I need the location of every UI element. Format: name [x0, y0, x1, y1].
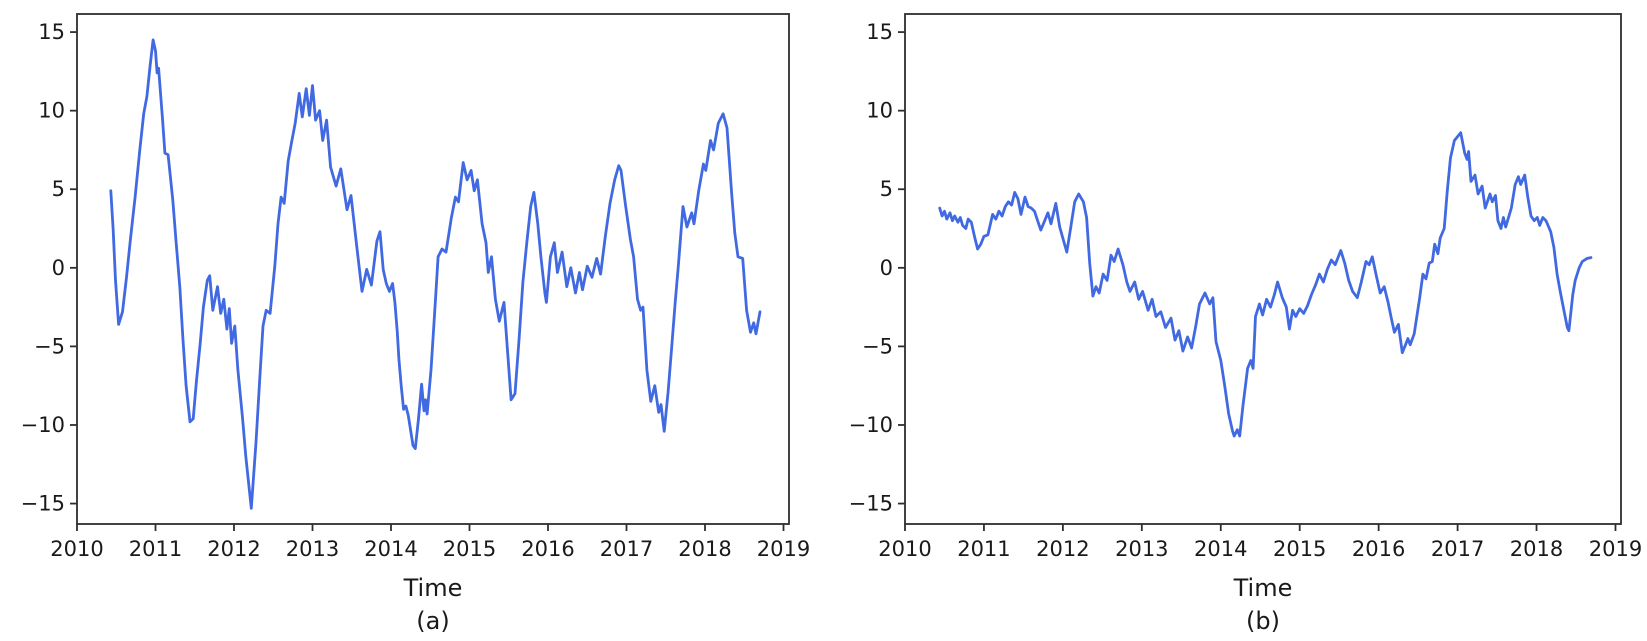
x-tick-label: 2015: [443, 537, 496, 561]
x-tick-label: 2017: [1431, 537, 1484, 561]
x-tick-label: 2015: [1273, 537, 1326, 561]
x-tick-label: 2014: [364, 537, 417, 561]
y-tick-label: −15: [849, 492, 893, 516]
y-tick-label: −15: [21, 492, 65, 516]
x-tick-label: 2016: [521, 537, 574, 561]
x-tick-label: 2019: [1589, 537, 1642, 561]
y-tick-label: −5: [862, 334, 893, 358]
x-tick-label: 2010: [878, 537, 931, 561]
panel-label: (b): [1246, 607, 1280, 635]
x-tick-label: 2019: [757, 537, 810, 561]
panel-label: (a): [416, 607, 449, 635]
y-tick-label: 0: [52, 256, 65, 280]
plot-border: [904, 13, 1622, 525]
y-tick-label: 5: [880, 177, 893, 201]
x-tick-label: 2013: [1115, 537, 1168, 561]
x-tick-label: 2018: [678, 537, 731, 561]
series-line: [938, 131, 1593, 438]
y-tick-label: 15: [38, 20, 65, 44]
x-tick-label: 2017: [600, 537, 653, 561]
y-tick-label: 15: [866, 20, 893, 44]
x-tick-label: 2013: [286, 537, 339, 561]
x-tick-label: 2012: [1036, 537, 1089, 561]
y-tick-label: 10: [38, 99, 65, 123]
y-tick-label: 5: [52, 177, 65, 201]
x-axis-title: Time: [403, 574, 463, 602]
x-tick-label: 2012: [207, 537, 260, 561]
x-tick-label: 2014: [1194, 537, 1247, 561]
x-tick-label: 2010: [50, 537, 103, 561]
x-tick-label: 2018: [1510, 537, 1563, 561]
y-tick-label: −10: [849, 413, 893, 437]
x-tick-label: 2016: [1352, 537, 1405, 561]
y-tick-label: 10: [866, 99, 893, 123]
y-tick-label: −5: [34, 334, 65, 358]
series-line: [109, 38, 762, 510]
plot-border: [76, 13, 790, 525]
x-axis-title: Time: [1233, 574, 1293, 602]
y-tick-label: 0: [880, 256, 893, 280]
x-tick-label: 2011: [129, 537, 182, 561]
y-tick-label: −10: [21, 413, 65, 437]
x-tick-label: 2011: [957, 537, 1010, 561]
